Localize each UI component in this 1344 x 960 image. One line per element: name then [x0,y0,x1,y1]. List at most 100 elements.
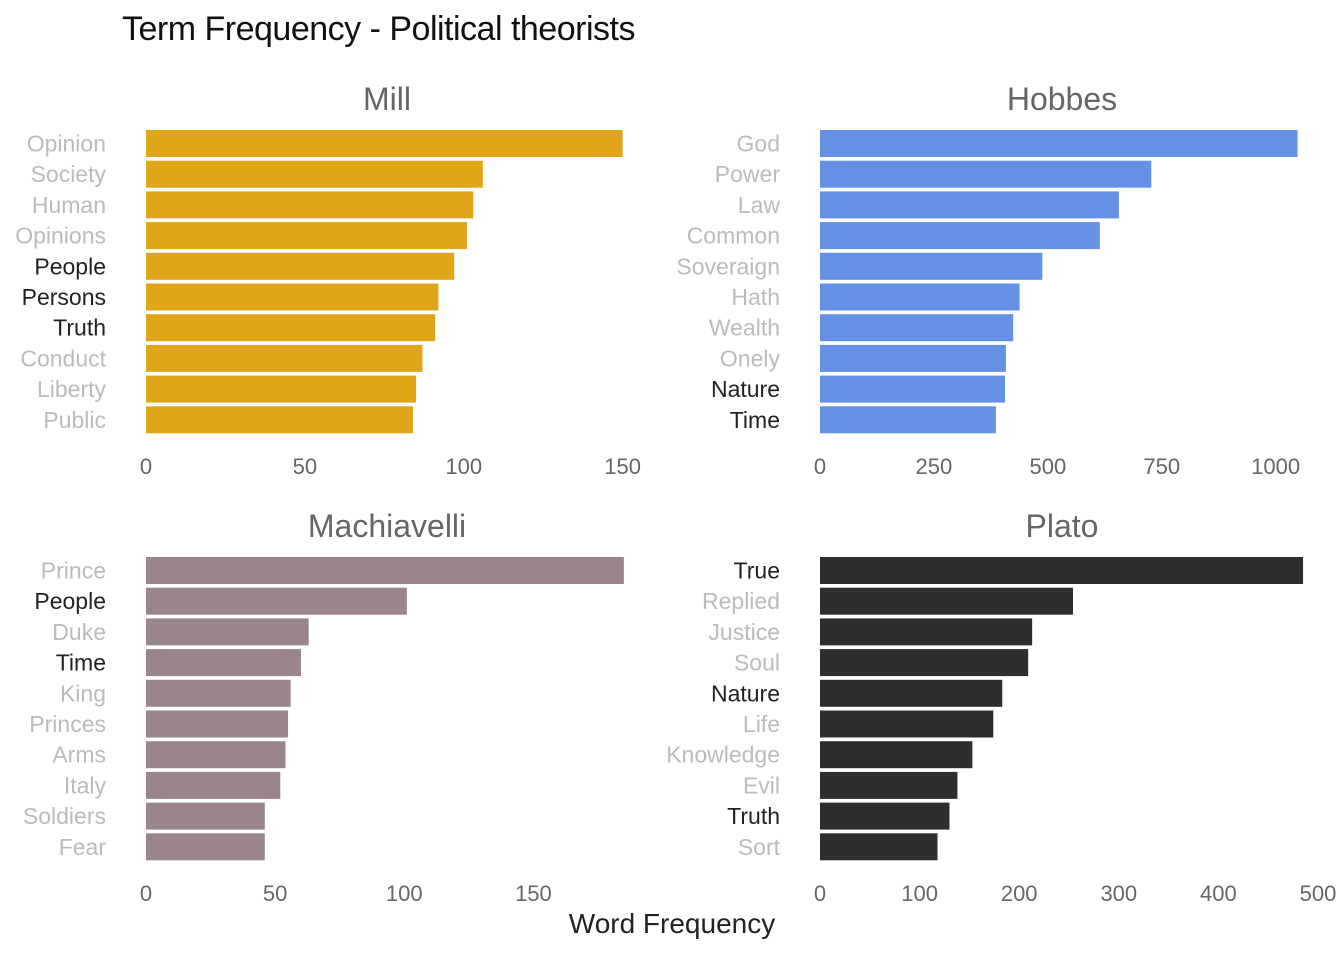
plato-label-truth: Truth [727,803,780,829]
hobbes-bar-common [820,222,1100,250]
machiavelli-bar-prince [146,557,624,584]
hobbes-label-soveraign: Soveraign [676,253,780,279]
mill-bar-society [146,160,483,188]
plato-label-knowledge: Knowledge [666,742,780,768]
plato-bar-knowledge [820,741,973,769]
mill-bar-human [146,191,474,219]
hobbes-label-god: God [737,131,780,157]
plato-label-replied: Replied [702,588,780,614]
hobbes-label-law: Law [738,192,781,218]
mill-facet-title: Mill [363,81,411,117]
hobbes-tick-750: 750 [1143,454,1180,479]
machiavelli-tick-50: 50 [263,881,287,906]
chart-title: Term Frequency - Political theorists [122,10,635,48]
machiavelli-label-people: People [34,588,106,614]
mill-label-conduct: Conduct [20,345,106,371]
machiavelli-label-soldiers: Soldiers [23,803,106,829]
machiavelli-bar-princes [146,710,289,738]
mill-label-opinion: Opinion [27,131,106,157]
hobbes-tick-500: 500 [1029,454,1066,479]
hobbes-bar-wealth [820,314,1014,342]
mill-bar-opinions [146,222,467,250]
hobbes-label-common: Common [687,223,780,249]
mill-bar-people [146,252,455,280]
plato-bar-evil [820,771,958,799]
plato-tick-300: 300 [1100,881,1137,906]
mill-tick-150: 150 [604,454,641,479]
mill-label-truth: Truth [53,315,106,341]
machiavelli-label-fear: Fear [59,834,107,860]
machiavelli-bar-people [146,587,407,615]
mill-tick-50: 50 [293,454,317,479]
hobbes-bar-nature [820,375,1005,403]
mill-label-society: Society [31,161,107,187]
machiavelli-tick-100: 100 [386,881,423,906]
plato-tick-400: 400 [1200,881,1237,906]
machiavelli-tick-0: 0 [140,881,152,906]
machiavelli-bar-duke [146,618,309,646]
mill-label-persons: Persons [22,284,106,310]
plato-bar-sort [820,833,938,861]
plato-bar-soul [820,649,1029,677]
mill-label-human: Human [32,192,106,218]
mill-bar-persons [146,283,439,311]
machiavelli-bar-italy [146,771,281,799]
plato-bar-true [820,557,1304,584]
plato-bar-justice [820,618,1033,646]
machiavelli-bar-arms [146,741,286,769]
plato-facet-title: Plato [1026,508,1099,544]
machiavelli-label-italy: Italy [64,772,107,798]
machiavelli-bar-time [146,649,301,677]
hobbes-bar-time [820,406,996,434]
machiavelli-label-princes: Princes [29,711,106,737]
machiavelli-facet-title: Machiavelli [308,508,466,544]
hobbes-bar-law [820,191,1119,219]
hobbes-tick-250: 250 [916,454,953,479]
hobbes-label-nature: Nature [711,376,780,402]
plato-label-true: True [734,558,780,584]
machiavelli-tick-150: 150 [515,881,552,906]
machiavelli-bar-king [146,679,291,707]
machiavelli-label-king: King [60,680,106,706]
hobbes-bar-god [820,130,1298,157]
mill-bar-public [146,406,413,434]
plato-tick-100: 100 [901,881,938,906]
mill-label-opinions: Opinions [15,223,106,249]
mill-bar-opinion [146,130,623,157]
plato-tick-0: 0 [814,881,826,906]
machiavelli-bar-fear [146,833,265,861]
plato-bar-life [820,710,994,738]
hobbes-tick-0: 0 [814,454,826,479]
mill-label-liberty: Liberty [37,376,107,402]
hobbes-tick-1000: 1000 [1251,454,1300,479]
plato-label-life: Life [743,711,780,737]
plato-label-justice: Justice [708,619,780,645]
plato-label-evil: Evil [743,772,780,798]
hobbes-facet-title: Hobbes [1007,81,1117,117]
mill-label-people: People [34,253,106,279]
hobbes-label-wealth: Wealth [709,315,780,341]
plato-bar-nature [820,679,1003,707]
plato-tick-500: 500 [1300,881,1337,906]
hobbes-label-onely: Onely [720,345,781,371]
plato-label-nature: Nature [711,680,780,706]
mill-bar-truth [146,314,436,342]
plato-label-soul: Soul [734,650,780,676]
hobbes-label-power: Power [715,161,781,187]
hobbes-bar-power [820,160,1152,188]
machiavelli-bar-soldiers [146,802,265,830]
hobbes-bar-hath [820,283,1020,311]
machiavelli-label-prince: Prince [41,558,106,584]
hobbes-label-hath: Hath [731,284,780,310]
plato-bar-truth [820,802,950,830]
machiavelli-label-duke: Duke [52,619,106,645]
hobbes-bar-onely [820,344,1006,372]
machiavelli-label-time: Time [56,650,106,676]
plato-tick-200: 200 [1001,881,1038,906]
mill-tick-0: 0 [140,454,152,479]
hobbes-label-time: Time [730,407,780,433]
plato-label-sort: Sort [738,834,781,860]
hobbes-bar-soveraign [820,252,1043,280]
x-axis-label: Word Frequency [568,908,776,939]
